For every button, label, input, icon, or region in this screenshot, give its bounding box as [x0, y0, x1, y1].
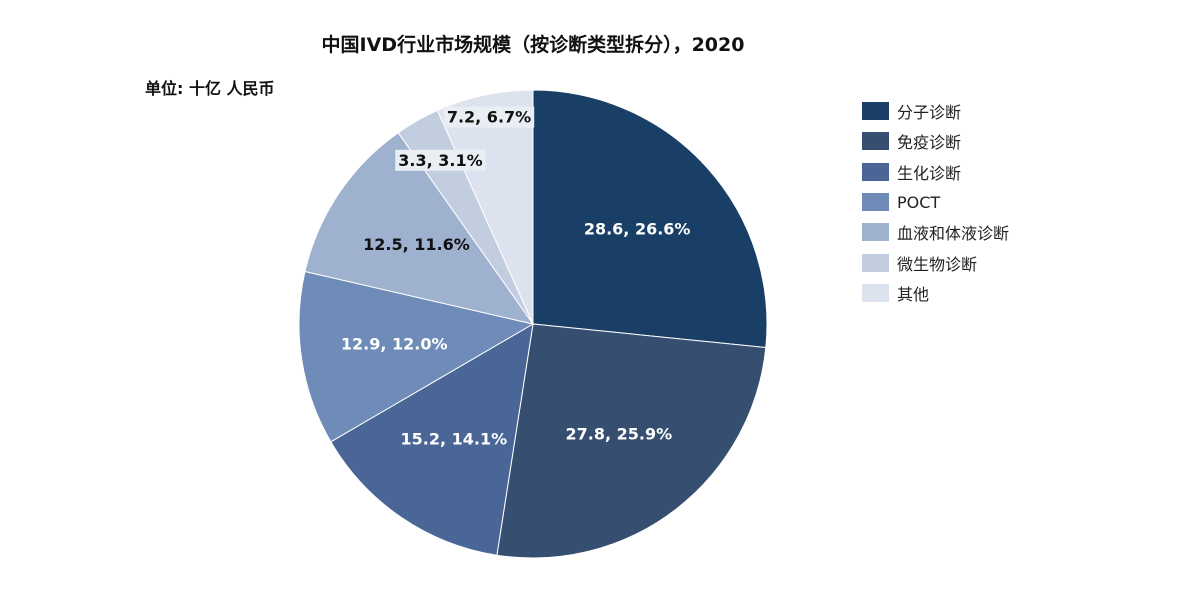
legend-swatch: [862, 253, 889, 272]
pie-data-label-4: 12.9, 12.0%: [341, 335, 448, 354]
pie-data-label-1: 28.6, 26.6%: [584, 219, 691, 238]
unit-label: 单位: 十亿 人民币: [145, 79, 275, 98]
legend-swatch: [862, 162, 889, 181]
pie-data-label-6: 3.3, 3.1%: [398, 151, 482, 170]
legend-swatch: [862, 102, 889, 121]
legend-label: 免疫诊断: [897, 133, 962, 153]
legend-label: 微生物诊断: [897, 254, 978, 274]
legend-swatch: [862, 223, 889, 242]
legend-swatch: [862, 132, 889, 151]
pie-data-label-bg-6: [395, 149, 486, 171]
legend-label: 分子诊断: [897, 103, 962, 123]
legend-item: POCT: [862, 187, 1009, 217]
pie-slice-3: [330, 323, 534, 556]
pie-data-label-7: 7.2, 6.7%: [447, 108, 531, 127]
pie-slice-5: [304, 132, 535, 325]
legend-label: 血液和体液诊断: [897, 224, 1010, 244]
pie-slice-2: [496, 323, 767, 559]
pie-data-labels: 28.6, 26.6% 27.8, 25.9% 15.2, 14.1% 12.9, 1…: [341, 106, 691, 448]
legend-item: 生化诊断: [862, 157, 1009, 187]
legend-swatch: [862, 283, 889, 302]
pie-slice-7: [436, 89, 534, 325]
pie-data-label-bg-7: [443, 106, 535, 128]
legend-label: POCT: [897, 192, 941, 212]
pie-slice-1: [532, 89, 768, 349]
chart-legend: 分子诊断免疫诊断生化诊断 POCT 血液和体液诊断 微生物诊断其他: [862, 96, 1009, 308]
legend-item: 分子诊断: [862, 96, 1009, 126]
pie-slice-4: [298, 270, 535, 443]
legend-item: 血液和体液诊断: [862, 217, 1009, 247]
legend-swatch: [862, 193, 889, 212]
pie-slices: [298, 89, 768, 559]
legend-item: 其他: [862, 278, 1009, 308]
legend-label: 其他: [897, 284, 930, 304]
legend-item: 免疫诊断: [862, 126, 1009, 156]
legend-label: 生化诊断: [897, 163, 962, 183]
pie-data-label-3: 15.2, 14.1%: [401, 429, 508, 448]
pie-data-label-2: 27.8, 25.9%: [565, 425, 672, 444]
chart-title: 中国IVD行业市场规模（按诊断类型拆分），2020: [321, 34, 745, 56]
pie-data-label-5: 12.5, 11.6%: [363, 235, 470, 254]
legend-item: 微生物诊断: [862, 247, 1009, 277]
